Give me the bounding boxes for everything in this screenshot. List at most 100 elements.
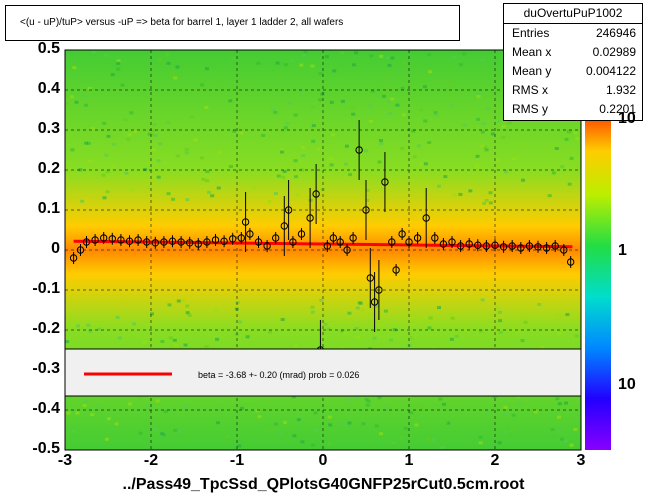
density-cell xyxy=(303,50,308,54)
density-cell xyxy=(310,305,315,309)
density-cell xyxy=(510,428,515,432)
stats-row: RMS x 1.932 xyxy=(504,81,642,100)
density-cell xyxy=(146,186,151,190)
stats-value: 0.004122 xyxy=(585,64,636,78)
density-cell xyxy=(86,323,91,327)
profile-point xyxy=(422,214,430,222)
density-cell xyxy=(152,148,157,152)
density-cell xyxy=(382,76,387,80)
density-cell xyxy=(435,320,440,324)
density-cell xyxy=(106,134,111,138)
density-cell xyxy=(90,127,95,131)
density-cell xyxy=(111,142,116,146)
density-cell xyxy=(390,97,395,101)
density-cell xyxy=(173,76,178,80)
density-cell xyxy=(488,201,493,205)
density-cell xyxy=(274,422,279,426)
density-cell xyxy=(308,198,313,202)
density-cell xyxy=(451,55,456,59)
profile-point xyxy=(336,238,344,246)
profile-point xyxy=(312,190,320,198)
density-cell xyxy=(445,80,450,84)
density-cell xyxy=(117,336,122,340)
density-cell xyxy=(360,309,365,313)
profile-point xyxy=(482,242,491,250)
density-cell xyxy=(374,424,379,428)
stats-value: 0.02989 xyxy=(592,45,636,59)
density-cell xyxy=(448,313,453,317)
density-cell xyxy=(215,337,220,341)
density-cell xyxy=(104,53,109,57)
density-cell xyxy=(165,52,170,56)
density-cell xyxy=(228,99,233,103)
density-cell xyxy=(569,156,574,160)
density-cell xyxy=(102,121,107,125)
density-cell xyxy=(485,411,490,415)
density-cell xyxy=(501,135,506,139)
density-cell xyxy=(368,104,373,108)
profile-point xyxy=(82,238,91,246)
density-cell xyxy=(114,422,119,426)
z-tick-label: 1 xyxy=(618,242,627,259)
profile-point xyxy=(117,236,125,244)
density-cell xyxy=(156,159,161,163)
x-tick-label: 2 xyxy=(490,452,500,469)
density-cell xyxy=(200,156,205,160)
density-cell xyxy=(302,53,307,57)
density-cell xyxy=(101,173,106,177)
density-cell xyxy=(428,316,433,320)
density-cell xyxy=(336,422,341,426)
profile-point xyxy=(388,238,396,246)
density-cell xyxy=(482,201,487,205)
density-cell xyxy=(300,440,305,444)
density-cell xyxy=(166,61,171,65)
density-cell xyxy=(267,200,272,203)
stats-key: Mean y xyxy=(512,64,552,78)
density-cell xyxy=(454,334,459,338)
density-cell xyxy=(370,89,375,93)
density-cell xyxy=(205,170,210,174)
density-cell xyxy=(175,65,180,69)
density-cell xyxy=(458,63,463,67)
density-cell xyxy=(565,313,570,317)
density-cell xyxy=(379,54,384,58)
density-cell xyxy=(428,70,433,74)
profile-point xyxy=(349,234,357,242)
density-cell xyxy=(183,405,188,409)
density-cell xyxy=(442,180,447,184)
density-cell xyxy=(401,113,406,117)
density-cell xyxy=(239,406,244,410)
density-cell xyxy=(280,318,285,321)
profile-point xyxy=(517,244,525,252)
chart-title: <(u - uP)/tuP> versus -uP => beta for ba… xyxy=(5,5,460,41)
density-cell xyxy=(388,112,393,116)
density-cell xyxy=(400,146,405,150)
density-cell xyxy=(106,417,111,421)
density-cell xyxy=(420,174,424,178)
y-tick-label: 0 xyxy=(51,240,60,257)
profile-point xyxy=(134,236,142,244)
density-cell xyxy=(476,117,480,121)
density-cell xyxy=(495,159,500,162)
density-cell xyxy=(96,405,101,409)
density-cell xyxy=(329,100,334,104)
density-cell xyxy=(238,320,243,324)
density-cell xyxy=(69,95,74,99)
density-cell xyxy=(395,103,400,107)
density-cell xyxy=(163,410,168,413)
density-cell xyxy=(66,411,71,415)
density-cell xyxy=(329,163,334,167)
density-cell xyxy=(480,130,485,134)
density-cell xyxy=(423,119,428,123)
density-cell xyxy=(351,112,356,116)
profile-point xyxy=(125,237,134,245)
density-cell xyxy=(575,137,580,141)
density-cell xyxy=(255,409,260,413)
density-cell xyxy=(295,193,300,197)
profile-point xyxy=(491,241,499,249)
density-cell xyxy=(275,61,280,65)
density-cell xyxy=(276,174,281,178)
profile-point xyxy=(108,235,117,243)
stats-key: RMS y xyxy=(512,102,548,116)
profile-point xyxy=(355,146,363,154)
